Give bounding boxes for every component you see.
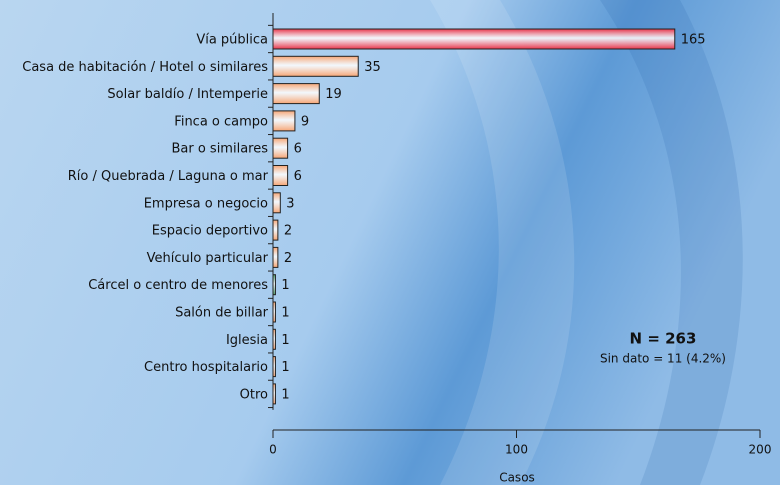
data-label: 2 <box>284 251 292 266</box>
y-tick-label: Iglesia <box>226 333 268 348</box>
y-tick-label: Salón de billar <box>175 306 269 321</box>
annotation: N = 263 <box>630 330 697 348</box>
data-label: 1 <box>281 333 289 348</box>
bar <box>272 28 676 50</box>
background-swoosh <box>430 0 575 485</box>
y-tick-label: Casa de habitación / Hotel o similares <box>22 60 268 75</box>
y-tick-label: Centro hospitalario <box>144 360 268 375</box>
data-label: 1 <box>281 360 289 375</box>
data-label: 9 <box>301 114 309 129</box>
bar <box>272 137 289 159</box>
bar <box>272 192 281 214</box>
y-tick-label: Espacio deportivo <box>152 224 268 239</box>
data-label: 1 <box>281 278 289 293</box>
y-tick-label: Finca o campo <box>174 114 268 129</box>
bar <box>272 110 296 132</box>
bar <box>272 246 279 268</box>
data-label: 6 <box>294 169 302 184</box>
bar <box>272 219 279 241</box>
y-tick-label: Otro <box>240 387 268 402</box>
data-label: 35 <box>364 60 381 75</box>
data-label: 19 <box>325 87 342 102</box>
annotation: Sin dato = 11 (4.2%) <box>600 352 726 366</box>
y-tick-label: Vehículo particular <box>147 251 269 266</box>
bar <box>272 328 276 350</box>
bar <box>272 165 289 186</box>
data-label: 165 <box>681 33 706 48</box>
x-axis-title: Casos <box>499 471 535 485</box>
data-label: 2 <box>284 224 292 239</box>
x-tick-label: 100 <box>505 443 528 457</box>
background-swoosh <box>600 0 743 485</box>
data-label: 1 <box>281 387 289 402</box>
bar <box>272 274 276 296</box>
y-tick-label: Empresa o negocio <box>144 196 268 211</box>
y-tick-label: Río / Quebrada / Laguna o mar <box>68 169 269 184</box>
bar <box>272 83 320 105</box>
y-tick-label: Solar baldío / Intemperie <box>107 87 268 102</box>
bar <box>272 356 276 378</box>
bar <box>272 55 359 77</box>
bar <box>272 301 276 323</box>
data-label: 3 <box>286 196 294 211</box>
bar <box>272 383 276 405</box>
data-label: 1 <box>281 306 289 321</box>
y-tick-label: Bar o similares <box>171 142 268 157</box>
y-tick-label: Cárcel o centro de menores <box>88 278 268 293</box>
x-tick-label: 200 <box>749 443 772 457</box>
y-tick-label: Vía pública <box>196 33 268 48</box>
data-label: 6 <box>294 142 302 157</box>
x-tick-label: 0 <box>269 443 277 457</box>
